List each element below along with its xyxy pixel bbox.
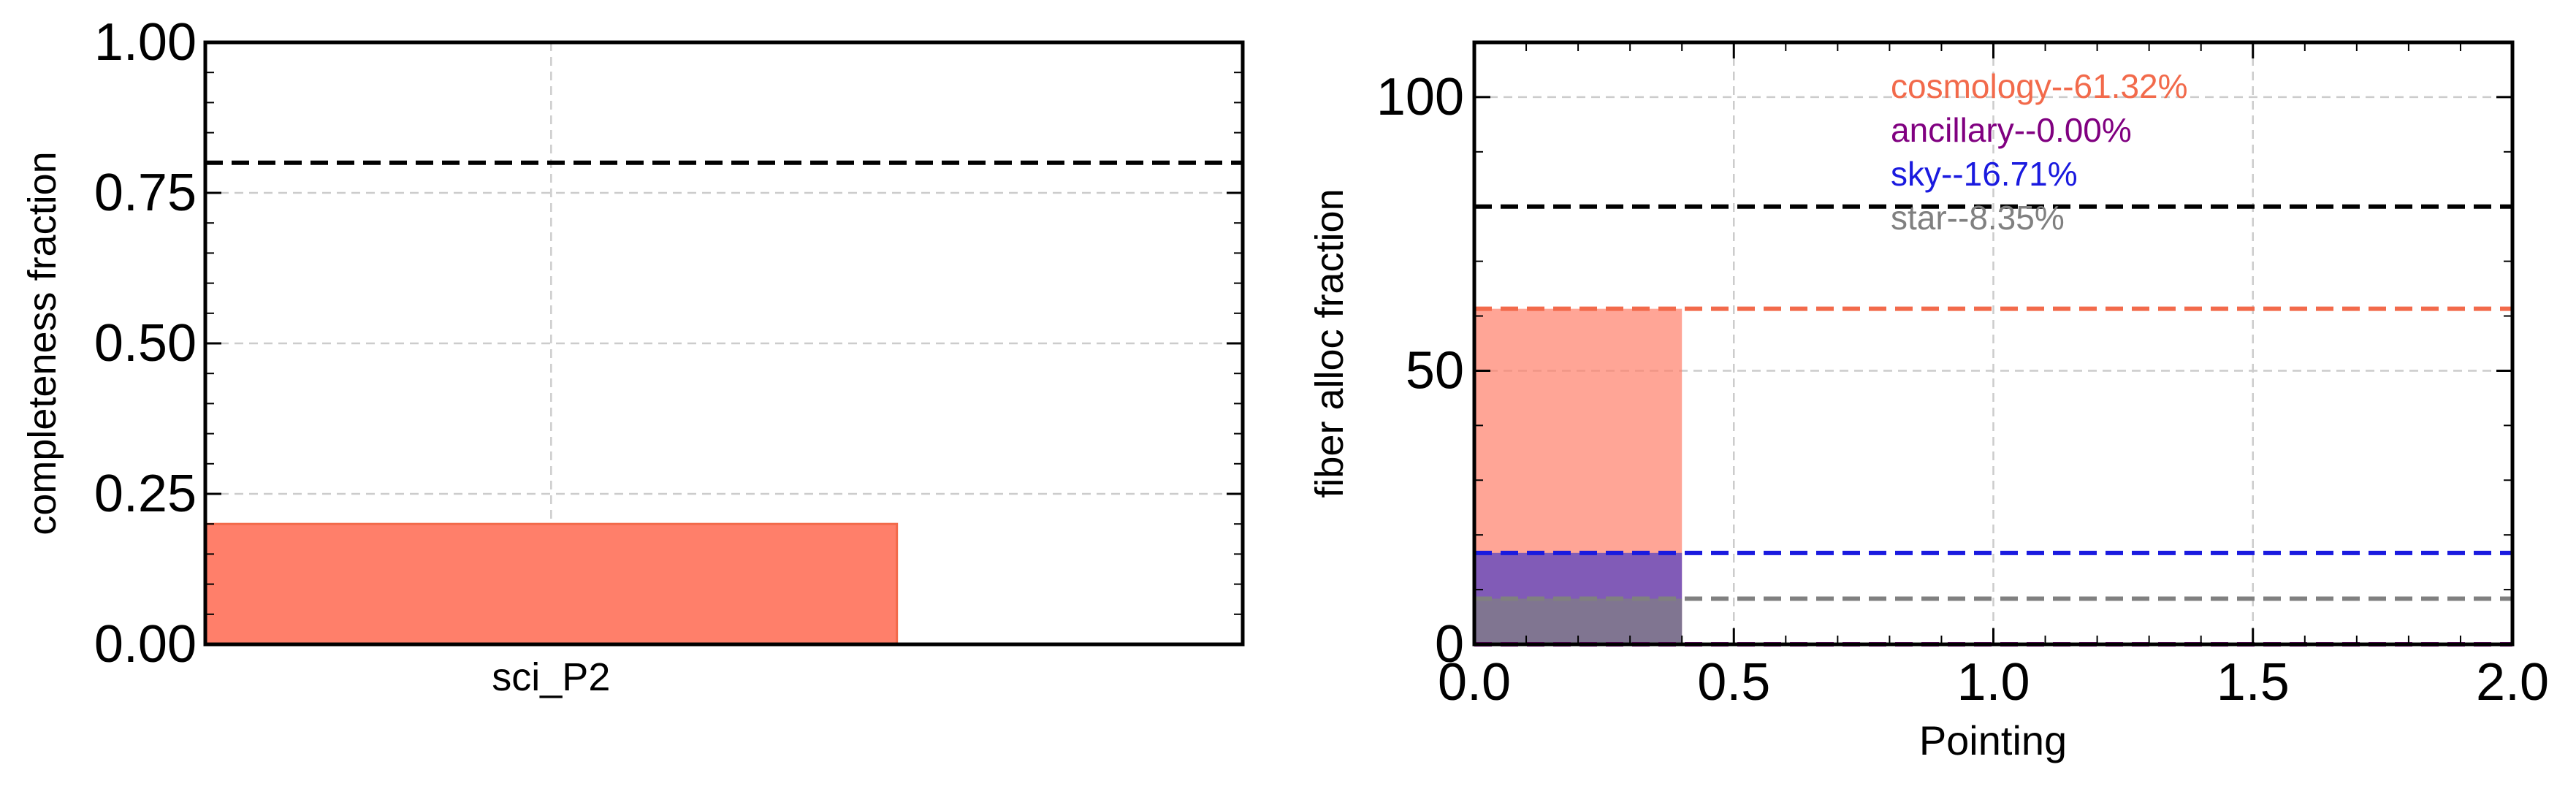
- y-tick-label: 1.00: [94, 13, 197, 72]
- left-plot-frame: [203, 40, 1245, 647]
- y-tick-label: 0: [1435, 615, 1464, 674]
- right-plot-frame: [1472, 40, 2515, 647]
- y-tick-label: 0.50: [94, 314, 197, 373]
- x-tick-label: 1.5: [2217, 653, 2290, 712]
- right-x-axis-label: Pointing: [1919, 717, 2067, 763]
- completeness-chart: 0.00 0.25 0.50 0.75 1.00 sci_P2 completeness …: [20, 13, 1245, 699]
- x-tick-label: 2.0: [2476, 653, 2549, 712]
- left-y-axis-label: completeness fraction: [20, 151, 64, 535]
- bar-sci_P2: [204, 522, 899, 646]
- right-bars: [1474, 308, 1683, 644]
- y-tick-label: 50: [1406, 341, 1464, 400]
- y-tick-label: 0.75: [94, 164, 197, 222]
- right-grid: [1474, 42, 2512, 644]
- right-legend: cosmology--61.32% ancillary--0.00% sky--16…: [1891, 67, 2188, 237]
- x-tick-label: sci_P2: [492, 655, 610, 699]
- fiber-alloc-chart: 0.0 0.5 1.0 1.5 2.0 0 50 100 cosmology--61.32% a…: [1308, 40, 2549, 763]
- x-tick-label: 0.5: [1697, 653, 1770, 712]
- y-tick-label: 100: [1376, 68, 1464, 126]
- legend-entry-1: ancillary--0.00%: [1891, 111, 2132, 149]
- x-tick-label: 1.0: [1956, 653, 2030, 712]
- x-tick-label: 0.0: [1438, 653, 1511, 712]
- left-bars: [204, 522, 899, 646]
- right-y-axis-label: fiber alloc fraction: [1308, 188, 1352, 498]
- legend-entry-0: cosmology--61.32%: [1891, 67, 2188, 105]
- left-tick-labels: 0.00 0.25 0.50 0.75 1.00 sci_P2: [94, 13, 611, 699]
- y-tick-label: 0.00: [94, 615, 197, 674]
- legend-entry-2: sky--16.71%: [1891, 155, 2078, 193]
- legend-entry-3: star--8.35%: [1891, 199, 2065, 237]
- right-tick-labels: 0.0 0.5 1.0 1.5 2.0 0 50 100: [1376, 68, 2549, 712]
- y-tick-label: 0.25: [94, 465, 197, 523]
